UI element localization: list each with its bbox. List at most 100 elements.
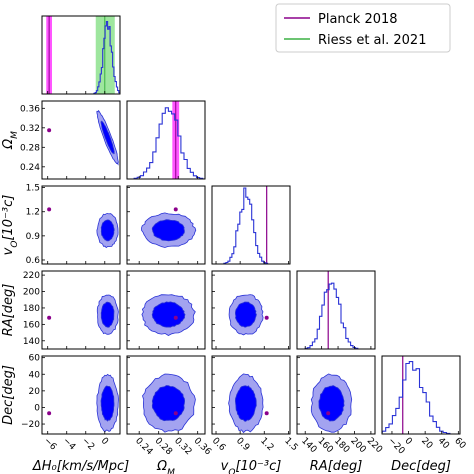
x-tick-label-RA: 180 bbox=[332, 436, 351, 455]
y-tick-label-vO: 1.2 bbox=[26, 208, 40, 218]
y-tick-label-RA: 180 bbox=[23, 304, 40, 314]
legend-box bbox=[275, 3, 451, 53]
y-axis-label-vO: vO[10⁻³c] bbox=[1, 195, 20, 256]
y-tick-label-OmegaM: 0.24 bbox=[20, 163, 40, 173]
panel-frame bbox=[211, 185, 291, 265]
contour-1sigma bbox=[100, 301, 115, 328]
y-tick-label-vO: 0.9 bbox=[26, 232, 41, 242]
contour-1sigma bbox=[100, 385, 115, 422]
planck-point bbox=[173, 411, 178, 416]
histogram-Dec bbox=[382, 361, 451, 434]
contour-1sigma bbox=[100, 219, 115, 242]
planck-point bbox=[173, 207, 178, 212]
contour-1sigma bbox=[234, 385, 257, 422]
y-tick-label-Dec: 20 bbox=[29, 387, 41, 397]
x-tick-label-vO: 0.9 bbox=[234, 436, 251, 453]
planck-point bbox=[47, 128, 52, 133]
planck-point bbox=[264, 411, 269, 416]
y-axis-label-Dec: Dec[deg] bbox=[1, 365, 16, 425]
x-tick-label-dH0: −4 bbox=[61, 436, 78, 453]
x-tick-label-RA: 220 bbox=[365, 436, 384, 455]
planck-point bbox=[264, 315, 269, 320]
panel-frame bbox=[126, 355, 206, 435]
panel-vO-vs-OmegaM bbox=[126, 185, 206, 265]
x-tick-label-Dec: 0 bbox=[402, 436, 413, 447]
x-tick-label-Dec: 20 bbox=[419, 436, 434, 451]
panel-frame bbox=[41, 100, 121, 180]
x-axis-label-OmegaM: ΩM bbox=[156, 459, 175, 474]
panel-Dec-vs-OmegaM: 0.240.280.320.36 bbox=[126, 355, 213, 457]
x-axis-label-dH0: ΔH₀[km/s/Mpc] bbox=[32, 459, 129, 474]
y-tick-label-RA: 140 bbox=[23, 337, 40, 347]
panel-frame bbox=[41, 185, 121, 265]
panel-frame bbox=[296, 355, 376, 435]
x-axis-label-Dec: Dec[deg] bbox=[391, 459, 451, 474]
x-tick-label-vO: 0.6 bbox=[210, 436, 227, 453]
panel-vO-vs-vO bbox=[211, 185, 291, 265]
histogram-OmegaM bbox=[133, 107, 204, 179]
panel-frame bbox=[296, 270, 376, 350]
panel-frame bbox=[211, 270, 291, 350]
contour-1sigma bbox=[100, 120, 115, 155]
panel-frame bbox=[126, 185, 206, 265]
planck-point bbox=[173, 315, 178, 320]
planck-point bbox=[326, 411, 331, 416]
y-axis-label-OmegaM: ΩM bbox=[1, 131, 20, 150]
planck-point bbox=[47, 207, 52, 212]
planck-point bbox=[47, 315, 52, 320]
corner-panels: 0.240.280.320.360.60.91.21.5140160180200… bbox=[1, 15, 468, 474]
x-tick-label-Dec: 60 bbox=[452, 436, 467, 451]
y-tick-label-OmegaM: 0.28 bbox=[20, 143, 40, 153]
y-tick-label-RA: 220 bbox=[23, 271, 40, 281]
x-tick-label-Dec: −20 bbox=[386, 436, 407, 457]
panel-frame bbox=[211, 355, 291, 435]
legend-entry-label: Planck 2018 bbox=[318, 12, 398, 27]
panel-Dec-vs-vO: 0.6 0.9 1.2 1.5 bbox=[210, 355, 300, 453]
y-tick-label-vO: 1.5 bbox=[26, 184, 40, 194]
panel-frame bbox=[126, 100, 206, 180]
panel-dH0-vs-dH0 bbox=[41, 15, 121, 95]
x-tick-label-Dec: 40 bbox=[436, 436, 451, 451]
legend: Planck 2018 Riess et al. 2021 bbox=[275, 3, 451, 53]
x-tick-label-dH0: −6 bbox=[42, 436, 59, 453]
contour-1sigma bbox=[151, 301, 186, 328]
x-tick-label-OmegaM: 0.28 bbox=[153, 436, 174, 457]
y-tick-label-RA: 160 bbox=[23, 320, 40, 330]
panel-frame bbox=[381, 355, 461, 435]
y-tick-label-Dec: −20 bbox=[21, 420, 40, 430]
contour-1sigma bbox=[318, 385, 345, 422]
y-tick-label-OmegaM: 0.36 bbox=[20, 104, 40, 114]
legend-entry-label: Riess et al. 2021 bbox=[318, 33, 426, 48]
y-tick-label-RA: 200 bbox=[23, 288, 40, 298]
panel-Dec-vs-Dec: −200 20 40 60 bbox=[381, 355, 468, 457]
panel-frame bbox=[41, 270, 121, 350]
histogram-vO bbox=[223, 187, 269, 264]
x-tick-label-RA: 200 bbox=[348, 436, 367, 455]
panel-RA-vs-RA bbox=[296, 270, 376, 350]
contour-1sigma bbox=[151, 385, 186, 422]
x-tick-label-OmegaM: 0.32 bbox=[172, 436, 193, 457]
x-tick-label-RA: 160 bbox=[316, 436, 335, 455]
x-tick-label-RA: 140 bbox=[299, 436, 318, 455]
x-tick-label-vO: 1.5 bbox=[282, 436, 299, 453]
planck-point bbox=[47, 411, 52, 416]
y-tick-label-Dec: 40 bbox=[29, 370, 41, 380]
panel-frame bbox=[41, 355, 121, 435]
panel-OmegaM-vs-dH0: 0.24 0.28 0.32 0.36 bbox=[20, 100, 121, 180]
panel-RA-vs-vO bbox=[211, 270, 291, 350]
y-axis-label-RA: RA[deg] bbox=[1, 284, 16, 337]
histogram-RA bbox=[304, 282, 359, 349]
x-tick-label-OmegaM: 0.24 bbox=[133, 436, 154, 457]
x-tick-label-OmegaM: 0.36 bbox=[192, 436, 213, 457]
x-tick-label-vO: 1.2 bbox=[258, 436, 275, 453]
panel-RA-vs-dH0: 140 160 180 200 220 bbox=[23, 270, 121, 350]
panel-vO-vs-dH0: 0.6 0.9 1.2 1.5 bbox=[26, 184, 121, 266]
histogram-dH0 bbox=[93, 20, 120, 94]
panel-RA-vs-OmegaM bbox=[126, 270, 206, 350]
x-tick-label-dH0: 0 bbox=[99, 436, 110, 447]
y-tick-label-Dec: 60 bbox=[29, 354, 41, 364]
panel-frame bbox=[126, 270, 206, 350]
